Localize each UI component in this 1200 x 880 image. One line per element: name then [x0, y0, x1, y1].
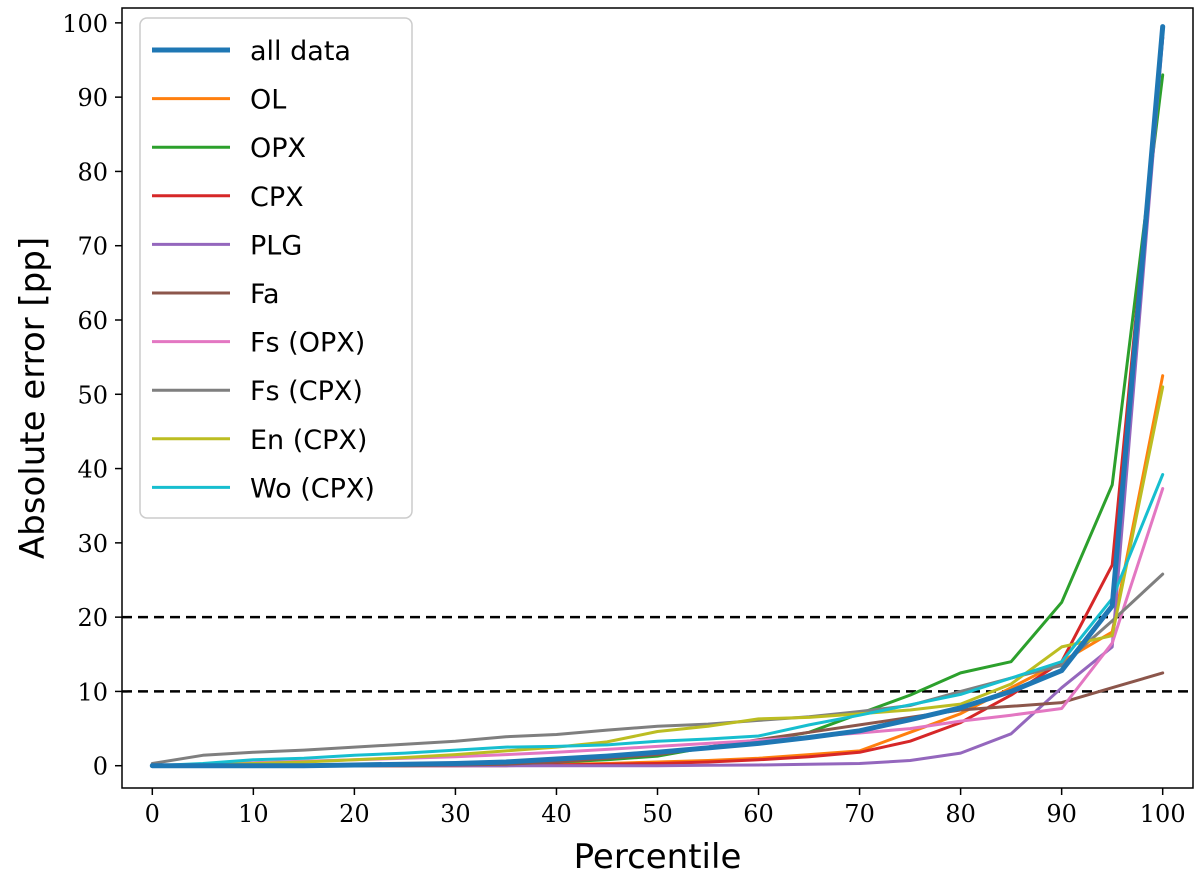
legend-label-ol: OL: [250, 85, 286, 116]
y-tick-label: 70: [77, 233, 108, 261]
series-line-all-data: [149, 24, 1166, 769]
y-tick-label: 60: [77, 307, 108, 335]
series-line-wo-cpx: [150, 473, 1165, 768]
x-tick-label: 30: [440, 800, 471, 828]
legend-label-fs-cpx: Fs (CPX): [250, 376, 363, 407]
legend-label-en-cpx: En (CPX): [250, 425, 367, 456]
x-tick-label: 60: [743, 800, 774, 828]
y-tick-label: 20: [77, 604, 108, 632]
y-tick-label: 10: [77, 678, 108, 706]
series-layer: [149, 24, 1166, 769]
x-tick-label: 10: [238, 800, 269, 828]
y-tick-label: 50: [77, 381, 108, 409]
series-line-en-cpx: [150, 385, 1165, 768]
x-axis-label: Percentile: [574, 837, 742, 877]
y-tick-label: 80: [77, 158, 108, 186]
y-tick-label: 90: [77, 84, 108, 112]
x-tick-label: 80: [945, 800, 976, 828]
x-tick-label: 50: [642, 800, 673, 828]
x-tick-label: 70: [844, 800, 875, 828]
legend-label-opx: OPX: [250, 133, 306, 164]
x-tick-label: 40: [541, 800, 572, 828]
legend-label-fs-opx: Fs (OPX): [250, 328, 365, 359]
legend-box: [139, 17, 413, 519]
legend-label-fa: Fa: [250, 279, 280, 310]
legend-label-cpx: CPX: [250, 182, 304, 213]
x-tick-label: 0: [145, 800, 160, 828]
y-tick-label: 40: [77, 456, 108, 484]
legend-label-plg: PLG: [250, 230, 302, 261]
y-axis-ticks: 0 10 20 30 40 50 60 70 80 90 100: [62, 10, 122, 781]
y-tick-label: 100: [62, 10, 108, 38]
legend-label-wo-cpx: Wo (CPX): [250, 473, 375, 504]
y-tick-label: 30: [77, 530, 108, 558]
legend-label-all-data: all data: [250, 36, 351, 67]
x-axis-ticks: 0 10 20 30 40 50 60 70 80 90 100: [145, 788, 1186, 828]
y-axis-label: Absolute error [pp]: [13, 237, 53, 559]
reference-lines: [122, 615, 1193, 693]
y-tick-label: 0: [93, 753, 108, 781]
x-tick-label: 100: [1140, 800, 1186, 828]
x-tick-label: 90: [1046, 800, 1077, 828]
x-tick-label: 20: [339, 800, 370, 828]
legend: all data OL OPX CPX PLG Fa Fs (OPX) Fs (CPX) En …: [139, 17, 413, 519]
